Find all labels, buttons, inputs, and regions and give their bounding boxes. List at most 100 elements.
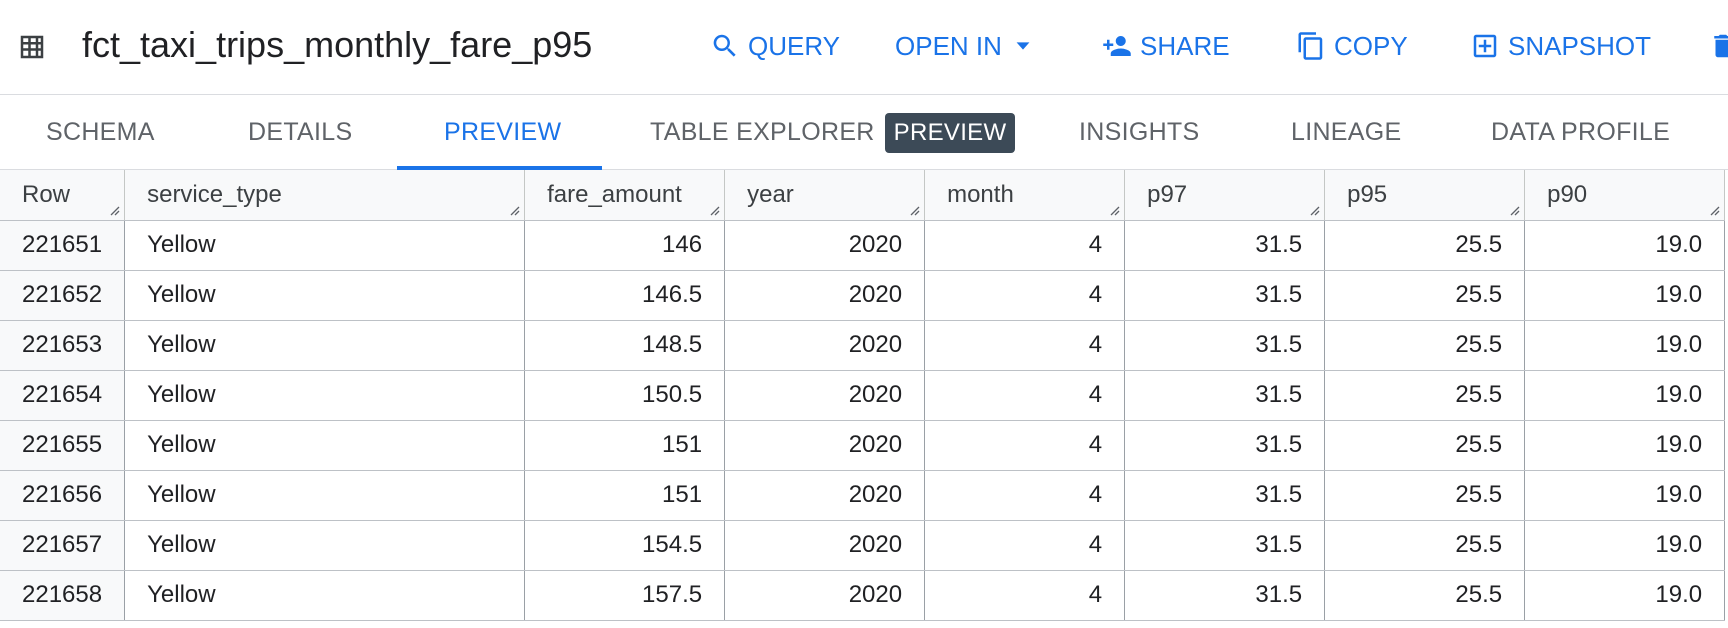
resize-handle-icon[interactable] xyxy=(1108,204,1120,216)
row-number-cell: 221658 xyxy=(0,570,126,621)
year-cell: 2020 xyxy=(724,570,926,621)
snapshot-button[interactable]: SNAPSHOT xyxy=(1470,28,1651,64)
resize-handle-icon[interactable] xyxy=(708,204,720,216)
share-button-label: SHARE xyxy=(1140,30,1230,61)
p97-cell: 31.5 xyxy=(1124,420,1326,471)
month-cell: 4 xyxy=(924,220,1126,271)
row-number-cell: 221656 xyxy=(0,470,126,521)
dropdown-arrow-icon xyxy=(1016,42,1030,50)
p95-cell: 25.5 xyxy=(1324,420,1526,471)
p90-cell: 19.0 xyxy=(1524,320,1726,371)
tab-bar: SCHEMA DETAILS PREVIEW TABLE EXPLORER PR… xyxy=(0,96,1728,170)
column-header-month[interactable]: month xyxy=(924,170,1126,221)
column-header-row[interactable]: Row xyxy=(0,170,126,221)
month-cell: 4 xyxy=(924,270,1126,321)
column-header-p97[interactable]: p97 xyxy=(1124,170,1326,221)
year-cell: 2020 xyxy=(724,320,926,371)
service-type-cell: Yellow xyxy=(124,320,526,371)
tab-details[interactable]: DETAILS xyxy=(248,118,353,146)
tab-data-profile[interactable]: DATA PROFILE xyxy=(1491,118,1671,146)
p90-cell: 19.0 xyxy=(1524,220,1726,271)
p90-cell: 19.0 xyxy=(1524,570,1726,621)
fare-amount-cell: 151 xyxy=(524,420,726,471)
resize-handle-icon[interactable] xyxy=(908,204,920,216)
tab-table-explorer[interactable]: TABLE EXPLORER PREVIEW xyxy=(650,96,1016,169)
month-cell: 4 xyxy=(924,370,1126,421)
snapshot-button-label: SNAPSHOT xyxy=(1508,30,1652,61)
preview-badge: PREVIEW xyxy=(884,112,1016,153)
p90-cell: 19.0 xyxy=(1524,470,1726,521)
resize-handle-icon[interactable] xyxy=(508,204,520,216)
p95-cell: 25.5 xyxy=(1324,520,1526,571)
fare-amount-cell: 148.5 xyxy=(524,320,726,371)
resize-handle-icon[interactable] xyxy=(1308,204,1320,216)
tab-schema[interactable]: SCHEMA xyxy=(46,118,155,146)
column-header-p95[interactable]: p95 xyxy=(1324,170,1526,221)
fare-amount-cell: 154.5 xyxy=(524,520,726,571)
tab-preview[interactable]: PREVIEW xyxy=(444,118,562,146)
table-grid-icon xyxy=(20,35,44,59)
p95-cell: 25.5 xyxy=(1324,370,1526,421)
service-type-cell: Yellow xyxy=(124,420,526,471)
preview-table: Row service_type fare_amount year month … xyxy=(0,170,1726,621)
query-button-label: QUERY xyxy=(748,30,840,61)
fare-amount-cell: 151 xyxy=(524,470,726,521)
active-tab-indicator xyxy=(397,166,602,170)
p90-cell: 19.0 xyxy=(1524,520,1726,571)
resize-handle-icon[interactable] xyxy=(1508,204,1520,216)
delete-icon[interactable] xyxy=(1708,30,1728,62)
resize-handle-icon[interactable] xyxy=(108,204,120,216)
query-button[interactable]: QUERY xyxy=(710,28,840,64)
table-header-bar: fct_taxi_trips_monthly_fare_p95 QUERY OP… xyxy=(0,0,1728,95)
tab-lineage[interactable]: LINEAGE xyxy=(1291,118,1402,146)
row-number-cell: 221657 xyxy=(0,520,126,571)
service-type-cell: Yellow xyxy=(124,370,526,421)
fare-amount-cell: 157.5 xyxy=(524,570,726,621)
table-row: 221652 Yellow 146.5 2020 4 31.5 25.5 19.… xyxy=(0,270,1726,321)
year-cell: 2020 xyxy=(724,220,926,271)
fare-amount-cell: 146.5 xyxy=(524,270,726,321)
month-cell: 4 xyxy=(924,320,1126,371)
column-header-service-type[interactable]: service_type xyxy=(124,170,526,221)
snapshot-icon xyxy=(1473,34,1497,58)
year-cell: 2020 xyxy=(724,370,926,421)
copy-button[interactable]: COPY xyxy=(1296,28,1408,64)
column-header-p90[interactable]: p90 xyxy=(1524,170,1726,221)
table-row: 221653 Yellow 148.5 2020 4 31.5 25.5 19.… xyxy=(0,320,1726,371)
service-type-cell: Yellow xyxy=(124,270,526,321)
fare-amount-cell: 150.5 xyxy=(524,370,726,421)
p97-cell: 31.5 xyxy=(1124,270,1326,321)
p90-cell: 19.0 xyxy=(1524,370,1726,421)
month-cell: 4 xyxy=(924,420,1126,471)
person-add-icon xyxy=(1103,36,1131,56)
row-number-cell: 221651 xyxy=(0,220,126,271)
service-type-cell: Yellow xyxy=(124,470,526,521)
month-cell: 4 xyxy=(924,520,1126,571)
service-type-cell: Yellow xyxy=(124,570,526,621)
column-header-fare-amount[interactable]: fare_amount xyxy=(524,170,726,221)
row-number-cell: 221655 xyxy=(0,420,126,471)
column-header-year[interactable]: year xyxy=(724,170,926,221)
p95-cell: 25.5 xyxy=(1324,570,1526,621)
open-in-button[interactable]: OPEN IN xyxy=(895,28,1034,64)
year-cell: 2020 xyxy=(724,520,926,571)
p97-cell: 31.5 xyxy=(1124,220,1326,271)
fare-amount-cell: 146 xyxy=(524,220,726,271)
year-cell: 2020 xyxy=(724,270,926,321)
search-icon xyxy=(713,34,736,57)
share-button[interactable]: SHARE xyxy=(1102,28,1230,64)
table-header-row: Row service_type fare_amount year month … xyxy=(0,170,1726,221)
row-number-cell: 221652 xyxy=(0,270,126,321)
p95-cell: 25.5 xyxy=(1324,470,1526,521)
year-cell: 2020 xyxy=(724,470,926,521)
tab-table-explorer-label: TABLE EXPLORER xyxy=(650,118,875,146)
table-row: 221654 Yellow 150.5 2020 4 31.5 25.5 19.… xyxy=(0,370,1726,421)
table-row: 221655 Yellow 151 2020 4 31.5 25.5 19.0 xyxy=(0,420,1726,471)
p97-cell: 31.5 xyxy=(1124,320,1326,371)
resize-handle-icon[interactable] xyxy=(1708,204,1720,216)
month-cell: 4 xyxy=(924,570,1126,621)
p97-cell: 31.5 xyxy=(1124,470,1326,521)
tab-insights[interactable]: INSIGHTS xyxy=(1079,118,1200,146)
page-title: fct_taxi_trips_monthly_fare_p95 xyxy=(82,24,593,65)
p90-cell: 19.0 xyxy=(1524,270,1726,321)
